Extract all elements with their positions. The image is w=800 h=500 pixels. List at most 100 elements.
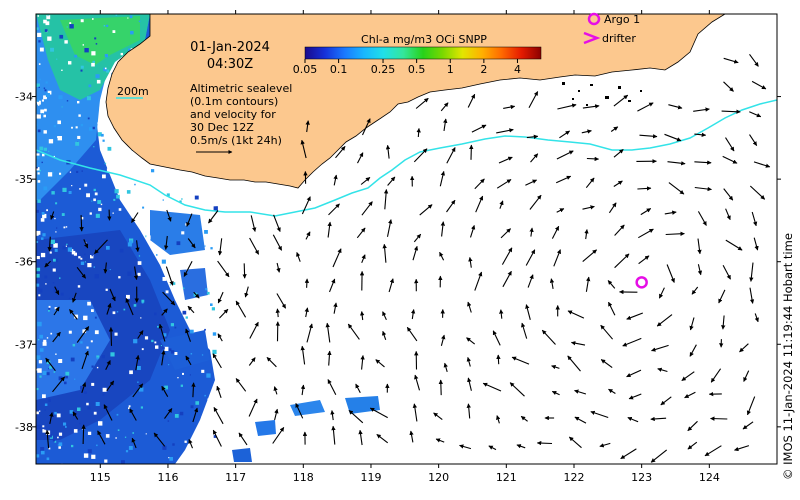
- chlorophyll-pixel: [46, 457, 50, 461]
- chlorophyll-pixel: [163, 333, 167, 337]
- chlorophyll-pixel: [165, 290, 169, 294]
- velocity-arrow: [471, 124, 487, 133]
- velocity-arrow: [687, 420, 698, 432]
- chlorophyll-pixel: [37, 321, 42, 327]
- chlorophyll-pixel: [164, 385, 168, 390]
- copyright-text-container: © IMOS 11-Jan-2024 11:19:44 Hobart time: [780, 150, 796, 480]
- velocity-arrow: [415, 97, 429, 109]
- chlorophyll-pixel: [91, 382, 95, 386]
- chlorophyll-pixel: [94, 192, 98, 196]
- velocity-arrow: [388, 278, 394, 293]
- chlorophyll-pixel: [115, 14, 118, 16]
- velocity-arrow: [694, 160, 712, 165]
- chlorophyll-pixel: [36, 355, 41, 360]
- velocity-arrow: [600, 359, 613, 369]
- chlorophyll-pixel: [57, 444, 59, 446]
- chlorophyll-pixel: [92, 126, 95, 130]
- chlorophyll-pixel: [37, 104, 40, 106]
- chlorophyll-pixel: [177, 377, 179, 379]
- chlorophyll-pixel: [112, 311, 116, 315]
- velocity-arrow: [161, 385, 169, 397]
- velocity-arrow: [516, 444, 526, 449]
- velocity-arrow: [474, 271, 483, 291]
- legend: Argo 1 drifter: [583, 12, 640, 45]
- chlorophyll-pixel: [80, 123, 84, 127]
- velocity-arrow: [555, 175, 572, 184]
- chlorophyll-pixel: [36, 83, 40, 87]
- velocity-arrow: [44, 260, 51, 268]
- velocity-arrow: [556, 150, 574, 160]
- velocity-arrow: [722, 155, 738, 164]
- velocity-arrow: [409, 430, 414, 443]
- chlorophyll-pixel: [180, 384, 183, 387]
- chlorophyll-pixel: [116, 194, 120, 199]
- velocity-arrow: [187, 238, 196, 249]
- description-line: 0.5m/s (1kt 24h): [190, 134, 282, 147]
- chlorophyll-pixel: [163, 178, 165, 180]
- chlorophyll-pixel: [44, 89, 47, 92]
- chlorophyll-pixel: [210, 247, 213, 250]
- chlorophyll-pixel: [101, 133, 104, 137]
- chlorophyll-pixel: [204, 394, 206, 397]
- chlorophyll-pixel: [78, 114, 81, 117]
- chlorophyll-pixel: [69, 410, 74, 414]
- velocity-arrow: [360, 355, 365, 370]
- chlorophyll-pixel: [137, 261, 142, 265]
- chlorophyll-pixel: [38, 294, 41, 297]
- chlorophyll-pixel: [169, 284, 171, 286]
- chlorophyll-pixel: [92, 60, 95, 64]
- chlorophyll-pixel: [77, 407, 81, 411]
- chlorophyll-pixel: [40, 252, 46, 258]
- chlorophyll-pixel: [48, 150, 50, 152]
- chlorophyll-pixel: [40, 447, 45, 451]
- chlorophyll-pixel: [69, 24, 74, 29]
- chlorophyll-pixel: [128, 446, 133, 450]
- chlorophyll-pixel: [212, 349, 217, 354]
- colorbar-tick-label: 0.25: [371, 63, 396, 76]
- chlorophyll-pixel: [179, 411, 184, 416]
- chlorophyll-pixel: [44, 409, 46, 411]
- colorbar-tick-label: 0.1: [330, 63, 348, 76]
- chlorophyll-pixel: [38, 63, 41, 65]
- chlorophyll-pixel: [206, 291, 210, 295]
- velocity-arrow: [469, 224, 476, 238]
- chlorophyll-pixel: [168, 348, 172, 352]
- chlorophyll-pixel: [211, 202, 216, 207]
- chlorophyll-pixel: [129, 15, 133, 19]
- chlorophyll-pixel: [190, 329, 194, 334]
- chlorophyll-pixel: [80, 65, 84, 69]
- velocity-arrow: [412, 403, 418, 422]
- velocity-arrow: [161, 308, 168, 316]
- velocity-arrow: [158, 323, 166, 342]
- velocity-arrow: [347, 323, 360, 340]
- velocity-arrow: [333, 302, 338, 314]
- chlorophyll-pixel: [45, 81, 48, 84]
- chlorophyll-pixel: [210, 179, 214, 183]
- chlorophyll-pixel: [160, 345, 162, 347]
- chlorophyll-pixel: [164, 346, 169, 351]
- velocity-arrow: [467, 93, 476, 108]
- chlorophyll-pixel: [122, 192, 127, 197]
- velocity-arrow: [183, 260, 193, 277]
- chlorophyll-pixel: [84, 48, 89, 53]
- velocity-arrow: [327, 379, 337, 395]
- velocity-arrow: [300, 345, 306, 365]
- copyright-text: © IMOS 11-Jan-2024 11:19:44 Hobart time: [781, 233, 795, 480]
- velocity-arrow: [162, 291, 176, 306]
- chlorophyll-pixel: [190, 353, 193, 355]
- chlorophyll-pixel: [49, 366, 52, 369]
- velocity-arrow: [275, 308, 280, 318]
- velocity-arrow: [710, 368, 722, 383]
- chlorophyll-pixel: [62, 187, 67, 192]
- chlorophyll-pixel: [87, 449, 92, 454]
- chlorophyll-pixel: [113, 198, 116, 201]
- chlorophyll-pixel: [77, 101, 80, 104]
- velocity-arrow: [133, 266, 139, 281]
- chlorophyll-pixel: [115, 437, 117, 439]
- chlorophyll-pixel: [80, 341, 83, 344]
- chlorophyll-pixel: [140, 210, 143, 213]
- chlorophyll-pixel: [46, 372, 50, 376]
- chlorophyll-pixel: [145, 433, 147, 435]
- chlorophyll-pixel: [58, 442, 63, 446]
